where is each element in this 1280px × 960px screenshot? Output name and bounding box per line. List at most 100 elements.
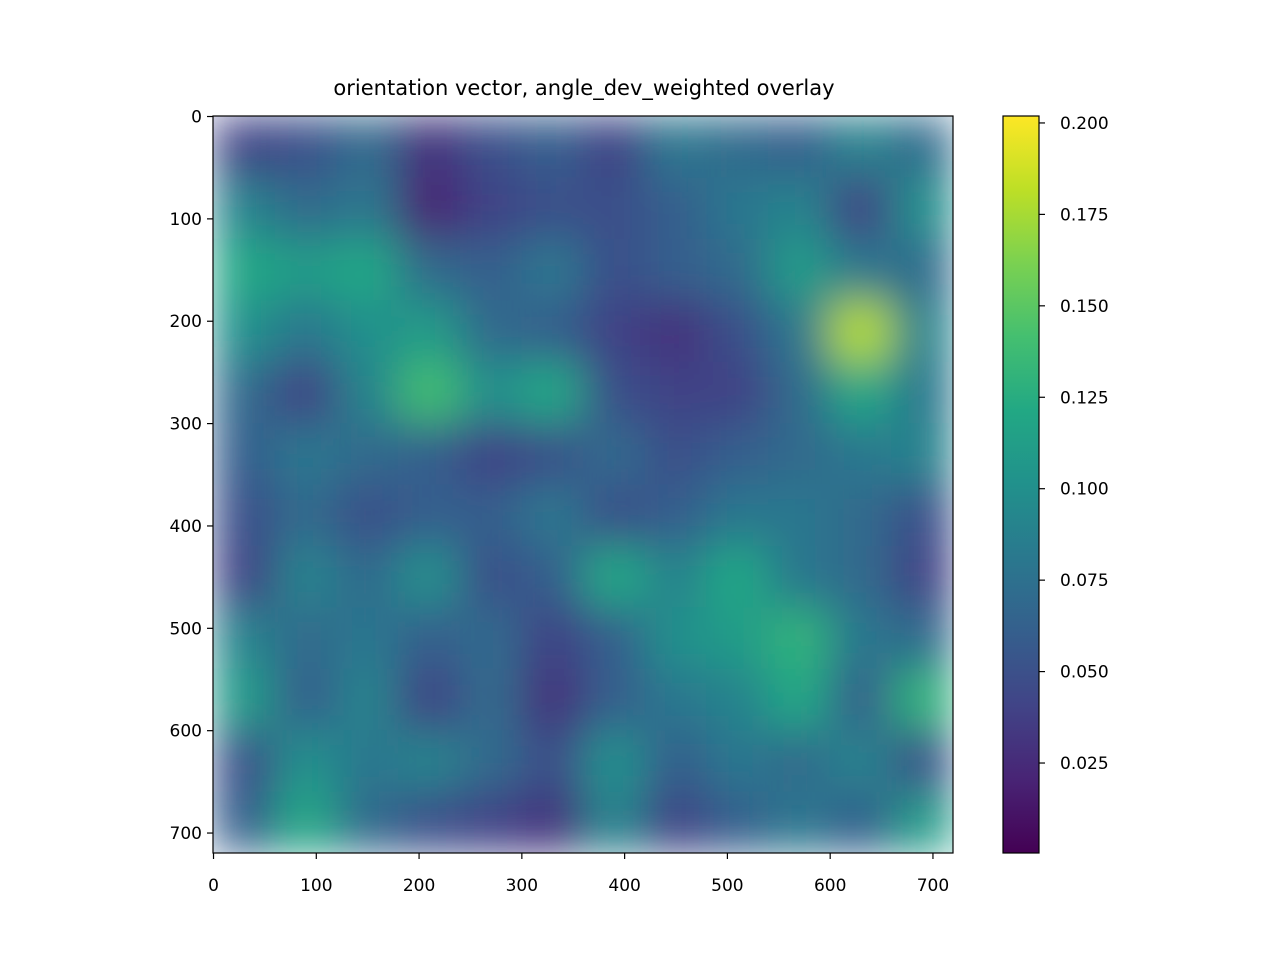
x-tick-label: 0 — [208, 876, 219, 896]
heatmap-cell — [583, 116, 646, 178]
heatmap-cell — [706, 791, 769, 853]
heatmap-cell — [891, 361, 953, 424]
heatmap-cell — [213, 300, 276, 363]
heatmap-cell — [829, 177, 892, 240]
heatmap-cell — [829, 423, 892, 485]
heatmap-cell — [521, 668, 584, 731]
heatmap-cell — [398, 423, 461, 485]
heatmap-cell — [459, 300, 522, 363]
heatmap-cell — [459, 361, 522, 424]
heatmap-cell — [768, 484, 831, 547]
heatmap-cell — [459, 423, 522, 485]
heatmap-cell — [274, 545, 337, 608]
heatmap-cell — [644, 791, 707, 853]
heatmap-cell — [521, 730, 584, 793]
y-tick-label: 300 — [170, 415, 202, 435]
heatmap-cell — [274, 238, 337, 301]
heatmap-cell — [829, 791, 892, 853]
x-tick-label: 400 — [608, 876, 640, 896]
heatmap-cell — [459, 791, 522, 853]
heatmap-cell — [768, 238, 831, 301]
heatmap-cell — [583, 177, 646, 240]
heatmap-cell — [398, 238, 461, 301]
heatmap-cell — [583, 668, 646, 731]
y-tick-label: 400 — [170, 517, 202, 537]
heatmap-cell — [891, 668, 953, 731]
heatmap-cell — [891, 238, 953, 301]
heatmap-cell — [583, 730, 646, 793]
heatmap-cell — [274, 300, 337, 363]
y-tick-label: 500 — [170, 619, 202, 639]
heatmap-cell — [521, 423, 584, 485]
heatmap-cell — [644, 484, 707, 547]
heatmap-cell — [706, 300, 769, 363]
heatmap-cell — [398, 177, 461, 240]
heatmap-cell — [213, 177, 276, 240]
heatmap-cell — [583, 791, 646, 853]
heatmap-cell — [583, 423, 646, 485]
heatmap-cell — [459, 177, 522, 240]
heatmap-cell — [398, 116, 461, 178]
heatmap-cell — [706, 423, 769, 485]
plot-frame — [212, 115, 954, 854]
colorbar — [1002, 115, 1040, 854]
heatmap-cell — [459, 545, 522, 608]
heatmap-cell — [521, 238, 584, 301]
heatmap-cell — [336, 423, 399, 485]
heatmap-cell — [583, 238, 646, 301]
heatmap-cell — [336, 545, 399, 608]
heatmap-cell — [459, 607, 522, 670]
heatmap-cell — [274, 668, 337, 731]
heatmap-cell — [768, 116, 831, 178]
heatmap-cell — [706, 607, 769, 670]
heatmap-cell — [274, 791, 337, 853]
x-tick-label: 300 — [506, 876, 538, 896]
heatmap-cell — [829, 730, 892, 793]
heatmap-cell — [706, 484, 769, 547]
heatmap-cell — [768, 791, 831, 853]
heatmap-cell — [644, 607, 707, 670]
heatmap-cell — [891, 484, 953, 547]
y-tick-label: 600 — [170, 722, 202, 742]
heatmap-cell — [891, 423, 953, 485]
heatmap-cell — [644, 177, 707, 240]
heatmap-cell — [213, 238, 276, 301]
heatmap-cell — [213, 791, 276, 853]
heatmap-cell — [336, 361, 399, 424]
heatmap-cell — [829, 238, 892, 301]
heatmap-cell — [829, 116, 892, 178]
y-tick-label: 0 — [191, 108, 202, 128]
y-tick-label: 700 — [170, 824, 202, 844]
heatmap-cell — [768, 730, 831, 793]
heatmap-cell — [829, 668, 892, 731]
heatmap-cell — [583, 545, 646, 608]
heatmap-cell — [459, 730, 522, 793]
heatmap-cell — [768, 545, 831, 608]
heatmap-cell — [829, 484, 892, 547]
colorbar-tick-label: 0.125 — [1060, 388, 1109, 408]
heatmap-cell — [644, 423, 707, 485]
heatmap-cell — [459, 484, 522, 547]
heatmap-cell — [398, 791, 461, 853]
heatmap-cell — [706, 177, 769, 240]
heatmap-cell — [583, 484, 646, 547]
heatmap-cell — [274, 730, 337, 793]
heatmap-cell — [891, 116, 953, 178]
x-tick-label: 500 — [711, 876, 743, 896]
colorbar-tick-label: 0.075 — [1060, 571, 1109, 591]
heatmap-cell — [829, 300, 892, 363]
colorbar-tick-label: 0.175 — [1060, 205, 1109, 225]
heatmap — [213, 116, 953, 853]
heatmap-cell — [583, 361, 646, 424]
heatmap-cell — [891, 730, 953, 793]
heatmap-cell — [521, 484, 584, 547]
heatmap-cell — [336, 607, 399, 670]
colorbar-tick-label: 0.100 — [1060, 480, 1109, 500]
colorbar-tick-label: 0.200 — [1060, 114, 1109, 134]
heatmap-cell — [521, 300, 584, 363]
chart-title: orientation vector, angle_dev_weighted o… — [333, 76, 834, 101]
heatmap-cell — [213, 730, 276, 793]
heatmap-cell — [644, 116, 707, 178]
x-tick-label: 700 — [917, 876, 949, 896]
heatmap-cell — [336, 177, 399, 240]
